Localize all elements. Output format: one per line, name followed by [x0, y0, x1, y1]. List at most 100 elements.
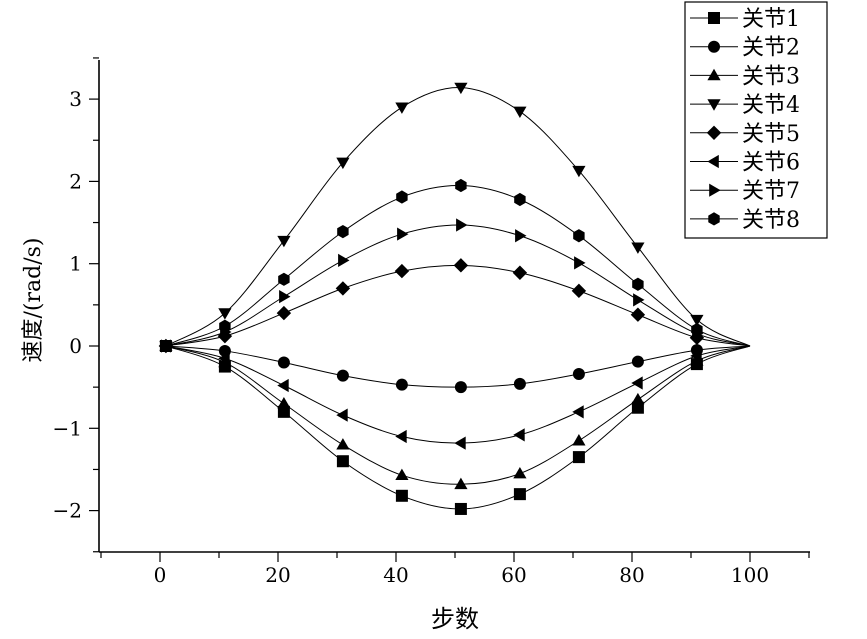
- legend-item: 关节5: [690, 122, 800, 147]
- series-line: [165, 345, 751, 485]
- legend-label: 关节4: [742, 93, 800, 118]
- legend-item: 关节3: [690, 64, 800, 89]
- data-point: [395, 489, 408, 502]
- data-point: [396, 190, 408, 204]
- data-point: [572, 367, 585, 380]
- data-point: [219, 319, 231, 333]
- data-point: [572, 434, 586, 446]
- legend-item: 关节8: [690, 208, 800, 233]
- data-point: [160, 339, 172, 353]
- series-5: [158, 258, 751, 354]
- legend-item: 关节2: [690, 36, 800, 61]
- legend: 关节1 关节2 关节3 关节4 关节5 关节6 关节7 关节8: [684, 1, 828, 239]
- x-tick-label: 20: [265, 563, 290, 587]
- data-point: [454, 381, 467, 394]
- data-point: [708, 12, 720, 24]
- x-tick-label: 60: [501, 563, 526, 587]
- data-point: [630, 307, 646, 322]
- y-tick-label: 3: [69, 87, 82, 111]
- legend-label: 关节1: [742, 7, 800, 32]
- data-point: [631, 392, 645, 405]
- data-point: [709, 183, 721, 197]
- data-point: [395, 468, 409, 481]
- data-point: [277, 397, 291, 409]
- x-tick-label: 80: [619, 563, 644, 587]
- legend-item: 关节1: [690, 7, 800, 32]
- legend-item: 关节7: [690, 179, 800, 204]
- data-point: [572, 165, 586, 178]
- legend-item: 关节6: [690, 151, 800, 176]
- y-ticks: −2 −1 0 1 2 3: [53, 57, 99, 553]
- data-point: [574, 256, 586, 270]
- data-point: [515, 229, 527, 243]
- series-2: [159, 340, 751, 394]
- series-6: [159, 339, 751, 450]
- legend-label: 关节5: [742, 122, 800, 147]
- data-point: [335, 281, 351, 296]
- data-point: [691, 322, 703, 337]
- series-4: [159, 82, 751, 353]
- x-axis-label: 步数: [431, 605, 479, 633]
- data-point: [633, 293, 645, 307]
- legend-box: [684, 1, 828, 239]
- data-point: [395, 429, 407, 444]
- data-point: [513, 106, 527, 119]
- series-line: [165, 87, 751, 347]
- data-point: [278, 272, 290, 286]
- legend-label: 关节2: [742, 36, 800, 61]
- data-point: [454, 436, 466, 450]
- y-tick-label: −2: [53, 499, 82, 523]
- data-point: [395, 102, 409, 114]
- series-8: [160, 178, 751, 353]
- legend-label: 关节8: [742, 208, 800, 233]
- data-point: [453, 258, 469, 273]
- data-point: [690, 349, 702, 363]
- data-point: [394, 263, 410, 279]
- x-tick-label: 40: [383, 563, 408, 587]
- data-point: [707, 68, 721, 81]
- data-point: [336, 438, 350, 450]
- data-point: [631, 376, 643, 390]
- data-point: [454, 82, 468, 95]
- data-point: [455, 178, 467, 193]
- series-line: [165, 345, 751, 444]
- data-point: [454, 477, 468, 490]
- data-point: [631, 355, 644, 368]
- series-3: [159, 339, 751, 490]
- data-point: [277, 356, 290, 369]
- data-point: [690, 314, 704, 327]
- y-tick-label: 0: [69, 334, 82, 358]
- data-point: [513, 428, 525, 442]
- data-point: [276, 305, 292, 321]
- data-point: [708, 212, 720, 226]
- data-point: [707, 154, 719, 169]
- x-tick-label: 0: [154, 563, 167, 587]
- data-point: [218, 308, 232, 320]
- data-point: [514, 192, 526, 207]
- legend-label: 关节6: [742, 151, 800, 176]
- data-point: [336, 408, 348, 422]
- data-point: [277, 378, 289, 393]
- data-point: [337, 225, 349, 239]
- data-point: [690, 354, 704, 366]
- data-point: [395, 378, 408, 391]
- data-point: [336, 157, 350, 170]
- data-point: [338, 253, 350, 268]
- data-point: [456, 218, 468, 232]
- x-ticks: 0 20 40 60 80 100: [100, 552, 810, 587]
- data-point: [572, 405, 584, 419]
- data-point: [631, 401, 644, 414]
- data-point: [336, 369, 349, 382]
- data-point: [571, 283, 587, 299]
- data-point: [512, 265, 528, 280]
- series-layer: [158, 82, 751, 515]
- legend-label: 关节7: [742, 179, 800, 204]
- data-point: [277, 405, 290, 418]
- legend-label: 关节3: [742, 64, 800, 89]
- data-point: [706, 125, 722, 140]
- y-tick-label: 2: [69, 169, 82, 193]
- data-point: [513, 466, 527, 479]
- data-point: [572, 451, 585, 464]
- data-point: [632, 277, 644, 291]
